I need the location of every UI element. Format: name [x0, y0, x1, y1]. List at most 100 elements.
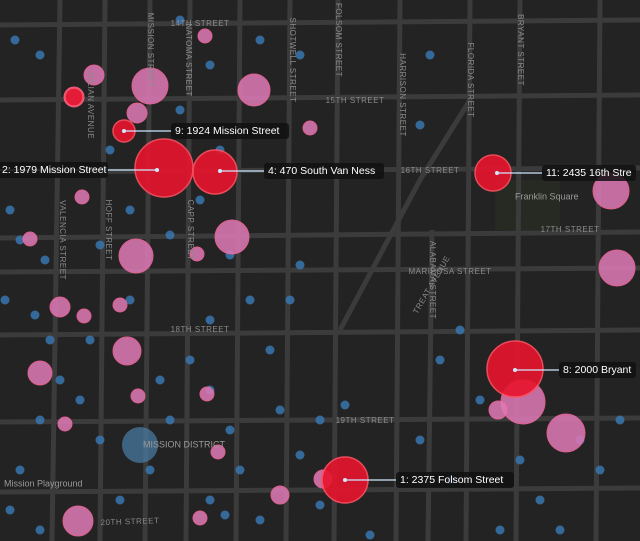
pink-circle	[49, 296, 71, 318]
blue-dot	[15, 465, 25, 475]
street-label: HARRISON STREET	[398, 53, 407, 137]
red-circle	[192, 149, 238, 195]
blue-dot	[75, 395, 85, 405]
blue-dot	[15, 235, 25, 245]
blue-dot	[35, 415, 45, 425]
blue-dot	[115, 495, 125, 505]
pink-circle	[112, 297, 128, 313]
blue-dot	[125, 295, 135, 305]
blue-dot	[615, 415, 625, 425]
blue-dot	[0, 295, 10, 305]
street-label: VALENCIA STREET	[58, 200, 67, 280]
pink-circle	[22, 231, 38, 247]
blue-dot	[145, 465, 155, 475]
blue-dot	[555, 525, 565, 535]
callout-anchor	[155, 168, 159, 172]
blue-dot	[275, 405, 285, 415]
blue-dot	[425, 50, 435, 60]
blue-dot	[415, 435, 425, 445]
blue-dot	[495, 525, 505, 535]
blue-dot	[295, 450, 305, 460]
callout-anchor	[495, 171, 499, 175]
blue-dot	[220, 510, 230, 520]
blue-dot	[235, 465, 245, 475]
pink-circle	[302, 120, 318, 136]
park	[495, 180, 560, 230]
callout-label: 1: 2375 Folsom Street	[400, 474, 503, 486]
street-label: NATOMA STREET	[184, 23, 193, 96]
pink-circle	[130, 388, 146, 404]
street-label: JULIAN AVENUE	[86, 71, 95, 139]
blue-dot	[315, 415, 325, 425]
pink-circle	[83, 64, 105, 86]
callout-label: 11: 2435 16th Stre	[546, 167, 632, 179]
pink-circle	[57, 416, 73, 432]
pink-circle	[189, 246, 205, 262]
blue-dot	[5, 205, 15, 215]
blue-dot	[30, 310, 40, 320]
blue-dot	[40, 255, 50, 265]
pink-circle	[270, 485, 290, 505]
blue-dot	[95, 240, 105, 250]
callout-background	[542, 165, 636, 181]
blue-dot	[315, 500, 325, 510]
callout-background	[396, 472, 514, 488]
callout-label: 4: 470 South Van Ness	[268, 165, 375, 177]
blue-dot	[85, 335, 95, 345]
blue-dot	[295, 50, 305, 60]
blue-dot	[45, 335, 55, 345]
blue-dot	[175, 105, 185, 115]
labels: 14TH STREET 15TH STREET 16TH STREET 17TH ST…	[0, 3, 636, 527]
pink-circle	[74, 189, 90, 205]
blue-dot	[5, 505, 15, 515]
pink-circle	[598, 249, 636, 287]
callout-label: 8: 2000 Bryant	[563, 364, 631, 376]
pink-circle	[27, 360, 53, 386]
place-label: Franklin Square	[515, 191, 579, 201]
street-label: FLORIDA STREET	[466, 42, 475, 117]
street-label: CAPP STREET	[186, 200, 195, 261]
blue-dot	[95, 435, 105, 445]
street-label: 14TH STREET	[171, 19, 230, 28]
incident-markers	[0, 15, 636, 540]
blue-dot	[55, 375, 65, 385]
blue-dot	[195, 195, 205, 205]
blue-dot	[595, 465, 605, 475]
pink-circle	[118, 238, 154, 274]
callout-label: 9: 1924 Mission Street	[175, 125, 280, 137]
pink-circle	[62, 505, 94, 537]
street-label: MISSION STREET	[146, 13, 155, 88]
blue-dot	[205, 60, 215, 70]
red-circle	[64, 87, 84, 107]
blue-dot	[285, 295, 295, 305]
callout-anchor	[218, 169, 222, 173]
blue-dot	[175, 15, 185, 25]
street-label: 18TH STREET	[171, 325, 230, 334]
pink-circle	[237, 73, 271, 107]
district-dot	[122, 427, 158, 463]
blue-dot	[125, 205, 135, 215]
red-circle	[134, 138, 194, 198]
place-label: MISSION DISTRICT	[143, 439, 226, 449]
pink-circle	[214, 219, 250, 255]
blue-dot	[475, 395, 485, 405]
blue-dot	[185, 355, 195, 365]
callout-background	[0, 162, 108, 178]
blue-dot	[165, 415, 175, 425]
callout-anchor	[343, 478, 347, 482]
blue-dot	[205, 315, 215, 325]
place-label: Mission Playground	[4, 478, 83, 488]
blue-dot	[535, 495, 545, 505]
blue-dot	[365, 530, 375, 540]
pink-circle	[192, 510, 208, 526]
street-label: SHOTWELL STREET	[288, 18, 297, 103]
pink-circle	[197, 28, 213, 44]
blue-dot	[435, 355, 445, 365]
pink-circle	[488, 400, 508, 420]
blue-dot	[295, 260, 305, 270]
blue-dot	[155, 375, 165, 385]
blue-dot	[245, 295, 255, 305]
blue-dot	[35, 50, 45, 60]
pink-circle	[126, 102, 148, 124]
street-label: MARIPOSA STREET	[408, 267, 491, 276]
